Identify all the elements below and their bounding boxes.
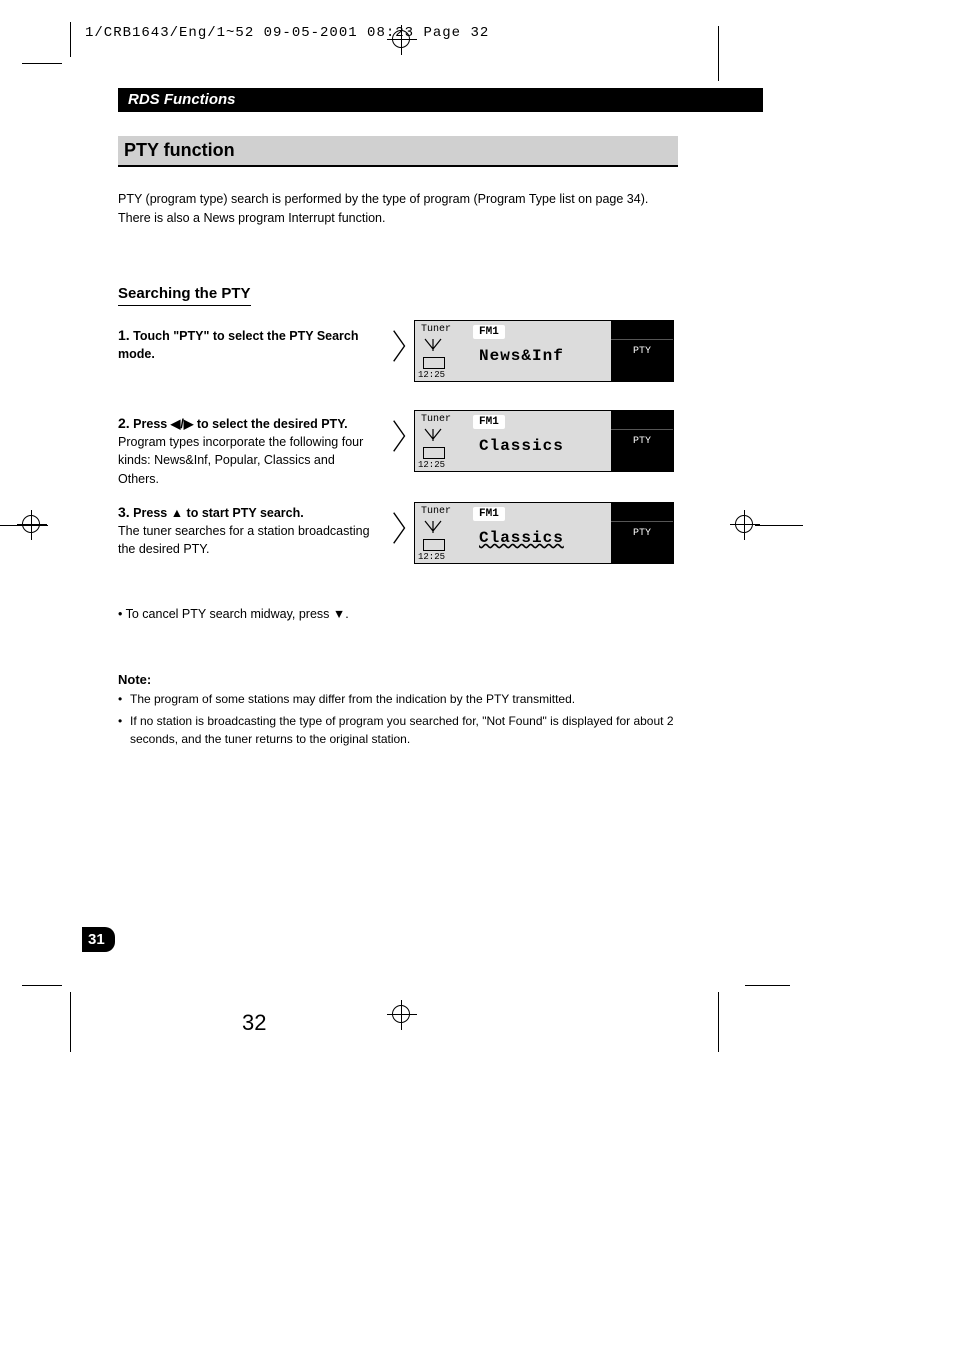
page-tab: 31 (82, 927, 115, 952)
step-1: 1. Touch "PTY" to select the PTY Search … (118, 325, 373, 363)
step-title: Press ▲ to start PTY search. (133, 506, 304, 520)
pointer-icon (390, 418, 410, 454)
lcd-time: 12:25 (418, 552, 445, 562)
lcd-right-panel: PTY (611, 321, 673, 381)
lcd-main-text: News&Inf (479, 347, 564, 365)
cancel-note: • To cancel PTY search midway, press ▼. (118, 605, 668, 624)
note-item: If no station is broadcasting the type o… (118, 712, 678, 748)
crop-mark (22, 63, 62, 64)
registration-mark (392, 1005, 410, 1023)
page-number: 32 (242, 1010, 266, 1036)
step-body: Program types incorporate the following … (118, 435, 363, 485)
lcd-display-3: Tuner 12:25 FM1 Classics PTY (390, 502, 674, 564)
lcd-box-icon (423, 447, 445, 459)
lcd-band: FM1 (473, 415, 505, 429)
crop-mark (755, 525, 803, 526)
lcd-right-panel: PTY (611, 411, 673, 471)
lcd-main-text: Classics (479, 437, 564, 455)
lcd-time: 12:25 (418, 370, 445, 380)
section-title: PTY function (118, 136, 678, 167)
antenna-icon (423, 337, 443, 357)
intro-text: PTY (program type) search is performed b… (118, 190, 678, 228)
step-title: Touch "PTY" to select the PTY Search mod… (118, 329, 359, 361)
step-2: 2. Press ◀/▶ to select the desired PTY. … (118, 413, 373, 488)
registration-mark (22, 515, 40, 533)
lcd-pty-label: PTY (611, 429, 673, 453)
note-block: Note: The program of some stations may d… (118, 670, 678, 752)
step-number: 1. (118, 327, 130, 343)
step-number: 3. (118, 504, 130, 520)
sub-heading: Searching the PTY (118, 285, 251, 306)
registration-mark (735, 515, 753, 533)
step-number: 2. (118, 415, 130, 431)
note-title: Note: (118, 670, 678, 690)
crop-mark (745, 985, 790, 986)
chapter-bar: RDS Functions (118, 88, 763, 112)
crop-mark (22, 985, 62, 986)
crop-mark (70, 22, 71, 57)
pointer-icon (390, 328, 410, 364)
antenna-icon (423, 427, 443, 447)
lcd-pty-label: PTY (611, 521, 673, 545)
lcd-display-2: Tuner 12:25 FM1 Classics PTY (390, 410, 674, 472)
lcd-right-panel: PTY (611, 503, 673, 563)
lcd-tuner-label: Tuner (421, 324, 451, 335)
lcd-main-text: Classics (479, 529, 564, 547)
crop-mark (70, 992, 71, 1052)
lcd-time: 12:25 (418, 460, 445, 470)
step-title: Press ◀/▶ to select the desired PTY. (133, 417, 347, 431)
step-body: The tuner searches for a station broadca… (118, 524, 370, 556)
lcd-tuner-label: Tuner (421, 506, 451, 517)
lcd-tuner-label: Tuner (421, 414, 451, 425)
lcd-band: FM1 (473, 507, 505, 521)
crop-mark (718, 26, 719, 81)
print-header: 1/CRB1643/Eng/1~52 09-05-2001 08:23 Page… (85, 25, 489, 41)
lcd-display-1: Tuner 12:25 FM1 News&Inf PTY (390, 320, 674, 382)
crop-mark (718, 992, 719, 1052)
note-item: The program of some stations may differ … (118, 690, 678, 708)
antenna-icon (423, 519, 443, 539)
lcd-box-icon (423, 539, 445, 551)
pointer-icon (390, 510, 410, 546)
step-3: 3. Press ▲ to start PTY search. The tune… (118, 502, 373, 559)
lcd-pty-label: PTY (611, 339, 673, 363)
lcd-band: FM1 (473, 325, 505, 339)
lcd-box-icon (423, 357, 445, 369)
